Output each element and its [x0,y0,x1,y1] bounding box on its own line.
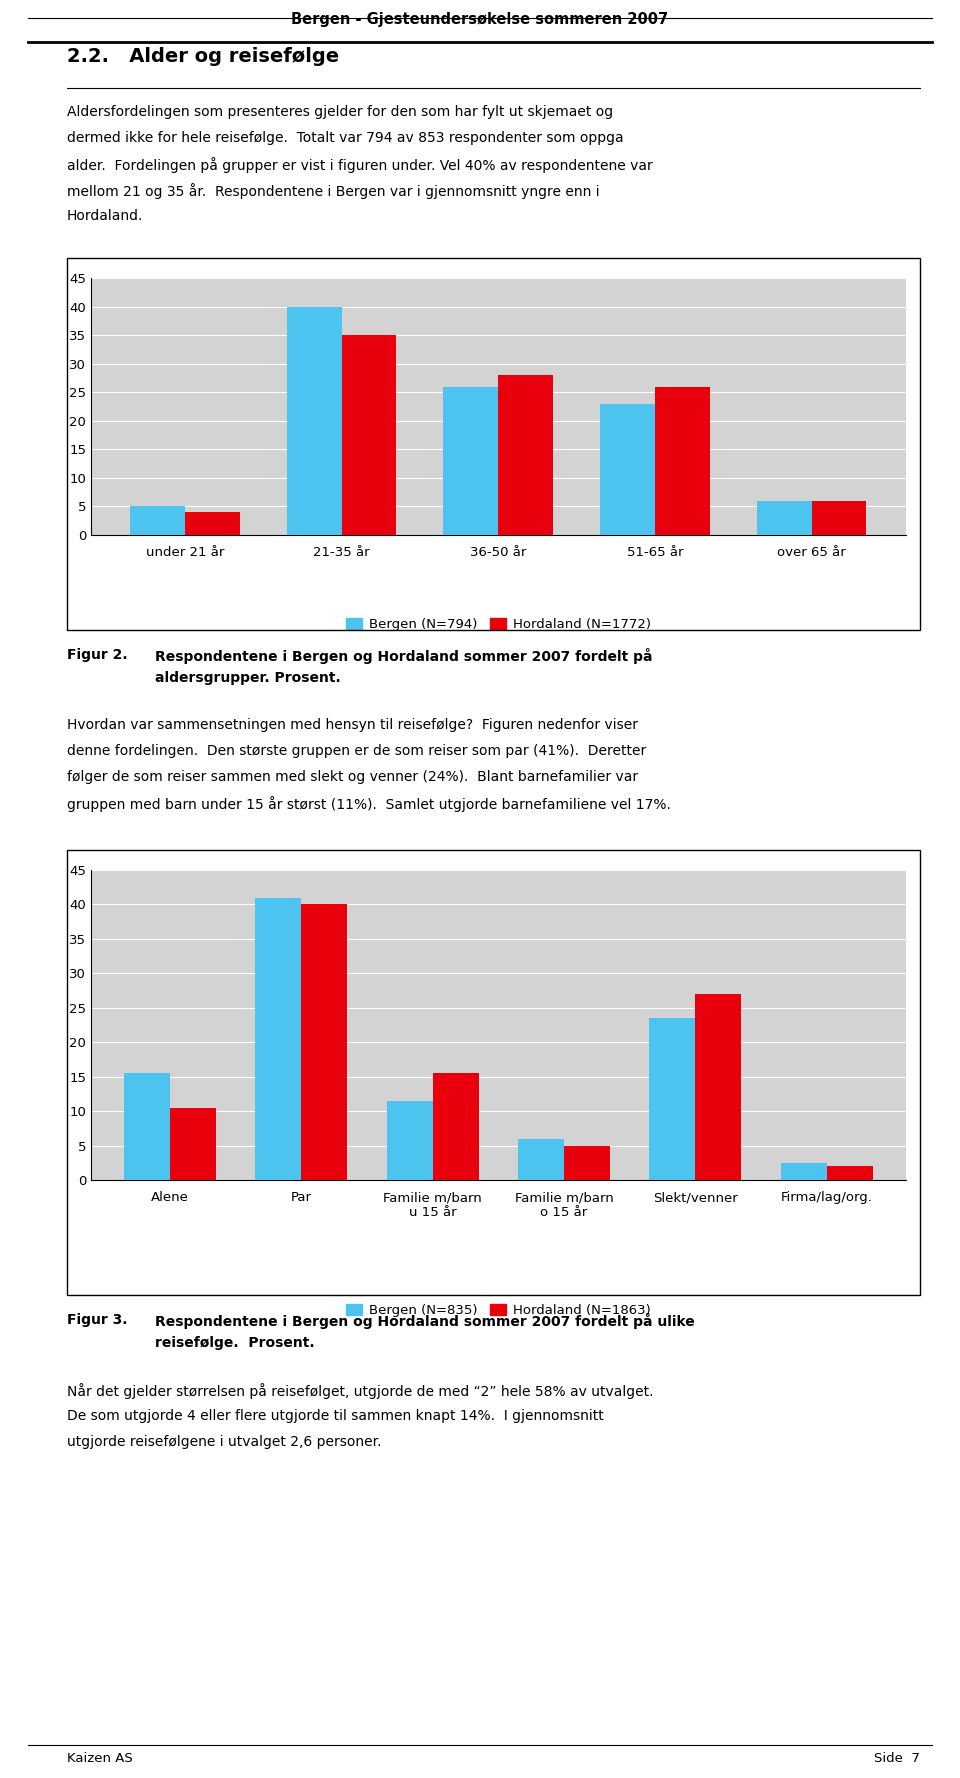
Text: Hvordan var sammensetningen med hensyn til reisefølge?  Figuren nedenfor viser: Hvordan var sammensetningen med hensyn t… [67,718,638,733]
Text: aldersgrupper. Prosent.: aldersgrupper. Prosent. [156,670,341,685]
Legend: Bergen (N=835), Hordaland (N=1863): Bergen (N=835), Hordaland (N=1863) [341,1298,656,1323]
Text: mellom 21 og 35 år.  Respondentene i Bergen var i gjennomsnitt yngre enn i: mellom 21 og 35 år. Respondentene i Berg… [67,183,600,199]
Text: Figur 2.: Figur 2. [67,647,128,661]
Bar [827,1166,873,1181]
Text: alder.  Fordelingen på grupper er vist i figuren under. Vel 40% av respondentene: alder. Fordelingen på grupper er vist i … [67,156,653,172]
Text: gruppen med barn under 15 år størst (11%).  Samlet utgjorde barnefamiliene vel 1: gruppen med barn under 15 år størst (11%… [67,797,671,813]
Text: Kaizen AS: Kaizen AS [67,1751,132,1766]
Text: Når det gjelder størrelsen på reisefølget, utgjorde de med “2” hele 58% av utval: Når det gjelder størrelsen på reisefølge… [67,1383,654,1399]
Bar [564,1145,610,1181]
Bar [695,994,741,1181]
Bar [387,1101,433,1181]
Bar [444,386,498,535]
Bar [655,386,709,535]
Text: reisefølge.  Prosent.: reisefølge. Prosent. [156,1335,315,1350]
Text: Side  7: Side 7 [875,1751,920,1766]
Bar [780,1163,827,1181]
Bar [433,1074,479,1181]
Bar [600,404,655,535]
Text: 2.2.   Alder og reisefølge: 2.2. Alder og reisefølge [67,46,339,66]
Legend: Bergen (N=794), Hordaland (N=1772): Bergen (N=794), Hordaland (N=1772) [341,612,656,637]
Text: denne fordelingen.  Den største gruppen er de som reiser som par (41%).  Derette: denne fordelingen. Den største gruppen e… [67,743,646,757]
Text: De som utgjorde 4 eller flere utgjorde til sammen knapt 14%.  I gjennomsnitt: De som utgjorde 4 eller flere utgjorde t… [67,1408,604,1422]
Bar [185,512,240,535]
Bar [124,1074,170,1181]
Bar [131,507,185,535]
Bar [649,1019,695,1181]
Bar [756,501,811,535]
Bar [498,375,553,535]
Bar [811,501,867,535]
Text: Hordaland.: Hordaland. [67,210,143,222]
Bar [287,306,342,535]
Bar [170,1108,216,1181]
Text: Respondentene i Bergen og Hordaland sommer 2007 fordelt på ulike: Respondentene i Bergen og Hordaland somm… [156,1312,695,1328]
Text: Aldersfordelingen som presenteres gjelder for den som har fylt ut skjemaet og: Aldersfordelingen som presenteres gjelde… [67,105,613,119]
Text: følger de som reiser sammen med slekt og venner (24%).  Blant barnefamilier var: følger de som reiser sammen med slekt og… [67,770,638,784]
Bar [255,898,301,1181]
Text: Bergen - Gjesteundersøkelse sommeren 2007: Bergen - Gjesteundersøkelse sommeren 200… [292,12,668,27]
Text: Respondentene i Bergen og Hordaland sommer 2007 fordelt på: Respondentene i Bergen og Hordaland somm… [156,647,653,663]
Text: utgjorde reisefølgene i utvalget 2,6 personer.: utgjorde reisefølgene i utvalget 2,6 per… [67,1435,381,1449]
Text: dermed ikke for hele reisefølge.  Totalt var 794 av 853 respondenter som oppga: dermed ikke for hele reisefølge. Totalt … [67,132,624,146]
Text: Figur 3.: Figur 3. [67,1312,128,1326]
Bar [301,905,348,1181]
Bar [342,334,396,535]
Bar [518,1138,564,1181]
